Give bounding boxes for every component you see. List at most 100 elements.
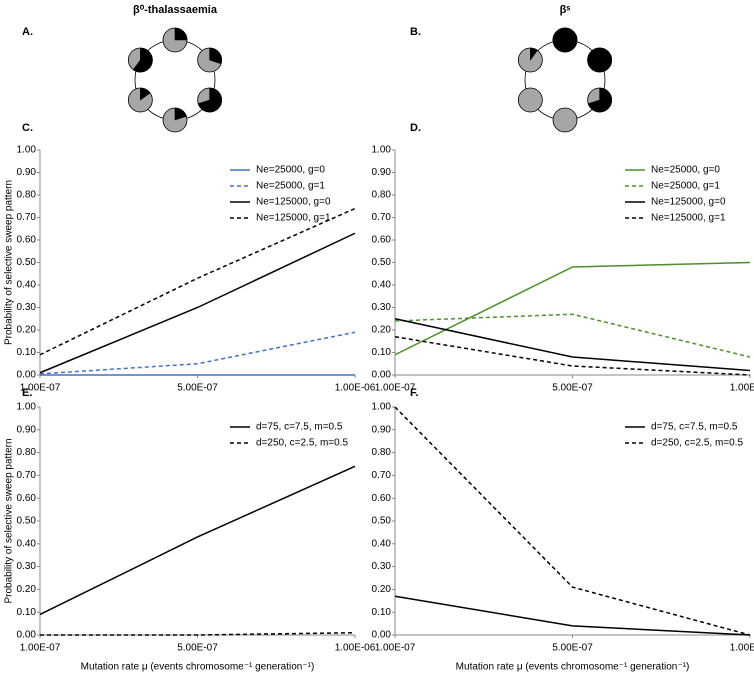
panel-label: D. [410,122,421,134]
y-tick-label: 0.60 [17,493,37,504]
pie-wedge [530,47,538,61]
line [394,313,751,358]
y-tick-label: 0.30 [372,302,392,313]
y-tick-label: 0.50 [17,257,37,268]
x-tick-label: 1.00E-07 [375,643,416,654]
y-tick-label: 1.00 [17,145,37,156]
y-tick-label: 0.10 [372,347,392,358]
legend-label: d=75, c=7.5, m=0.5 [651,422,738,433]
y-tick-label: 1.00 [17,402,37,413]
panel-label: E. [22,387,32,399]
y-tick-label: 0.80 [372,190,392,201]
x-axis-label: Mutation rate μ (events chromosome⁻¹ gen… [456,662,690,673]
y-tick-label: 0.80 [17,190,37,201]
x-tick-label: 1.00E-06 [730,383,754,394]
line [40,631,356,636]
pie-wedge [587,47,613,73]
x-tick-label: 5.00E-07 [177,643,218,654]
y-tick-label: 0.00 [17,370,37,381]
y-axis-label: Probability of selective sweep pattern [4,438,15,603]
x-tick-label: 5.00E-07 [177,383,218,394]
y-tick-label: 0.60 [372,493,392,504]
pie-wedge [587,87,612,113]
line [39,331,356,375]
x-tick-label: 1.00E-06 [335,643,376,654]
line [394,595,751,636]
panel-label: B. [410,26,421,38]
legend-label: Ne=125000, g=0 [651,197,726,208]
line [39,232,356,374]
y-tick-label: 0.60 [372,235,392,246]
y-tick-label: 0.90 [372,167,392,178]
y-tick-label: 1.00 [372,145,392,156]
y-tick-label: 0.20 [372,325,392,336]
line [394,318,751,372]
panel-label: A. [22,26,33,38]
y-axis-label: Probability of selective sweep pattern [4,180,15,345]
legend-label: Ne=125000, g=0 [256,197,331,208]
line [39,465,356,616]
legend-label: Ne=125000, g=1 [256,213,331,224]
x-axis-label: Mutation rate μ (events chromosome⁻¹ gen… [81,662,315,673]
line [39,207,356,356]
legend-label: Ne=25000, g=0 [651,165,720,176]
pie-base [517,87,543,113]
y-tick-label: 0.50 [372,257,392,268]
y-tick-label: 0.20 [17,325,37,336]
y-tick-label: 0.40 [17,538,37,549]
y-tick-label: 0.40 [372,280,392,291]
pie-wedge [552,27,578,53]
y-tick-label: 1.00 [372,402,392,413]
y-tick-label: 0.40 [17,280,37,291]
y-tick-label: 0.20 [17,584,37,595]
x-tick-label: 1.00E-06 [335,383,376,394]
y-tick-label: 0.90 [17,167,37,178]
panel-label: F. [410,387,419,399]
pie-wedge [132,47,153,73]
y-tick-label: 0.80 [17,447,37,458]
pie-wedge [209,47,222,65]
y-tick-label: 0.00 [372,630,392,641]
legend-label: d=75, c=7.5, m=0.5 [256,422,343,433]
legend-label: d=250, c=2.5, m=0.5 [651,438,743,449]
y-tick-label: 0.90 [17,424,37,435]
y-tick-label: 0.20 [372,584,392,595]
y-tick-label: 0.10 [372,607,392,618]
x-tick-label: 5.00E-07 [552,643,593,654]
pie-wedge [140,87,151,101]
x-tick-label: 1.00E-07 [20,383,61,394]
y-tick-label: 0.00 [372,370,392,381]
pie-wedge [174,27,188,41]
y-tick-label: 0.70 [372,212,392,223]
y-tick-label: 0.30 [17,561,37,572]
panel-label: C. [22,122,33,134]
y-tick-label: 0.70 [17,212,37,223]
legend-label: Ne=125000, g=1 [651,213,726,224]
pie-wedge [174,107,187,121]
legend-label: d=250, c=2.5, m=0.5 [256,438,348,449]
x-tick-label: 5.00E-07 [552,383,593,394]
x-tick-label: 1.00E-07 [20,643,61,654]
x-tick-label: 1.00E-07 [375,383,416,394]
y-tick-label: 0.80 [372,447,392,458]
line [394,261,751,356]
y-tick-label: 0.10 [17,347,37,358]
y-tick-label: 0.30 [17,302,37,313]
y-tick-label: 0.10 [17,607,37,618]
y-tick-label: 0.90 [372,424,392,435]
legend-label: Ne=25000, g=1 [651,181,720,192]
y-tick-label: 0.70 [372,470,392,481]
line [394,406,751,636]
pie-base [552,107,578,133]
x-tick-label: 1.00E-06 [730,643,754,654]
legend-label: Ne=25000, g=0 [256,165,325,176]
pie-wedge [197,87,222,113]
y-tick-label: 0.50 [372,516,392,527]
y-tick-label: 0.40 [372,538,392,549]
line [394,336,751,376]
column-header: β⁰-thalassaemia [133,4,218,16]
y-tick-label: 0.50 [17,516,37,527]
y-tick-label: 0.30 [372,561,392,572]
column-header: βˢ [560,4,571,16]
